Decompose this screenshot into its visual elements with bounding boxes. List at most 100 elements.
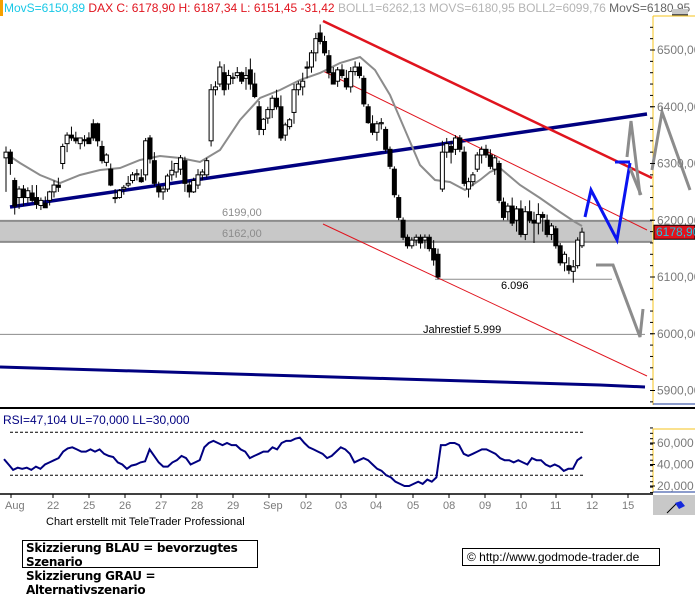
candle [295,81,301,96]
x-tick-label: 10 [515,500,527,512]
candle [204,157,210,178]
candle [47,190,53,206]
x-tick-label: 09 [479,500,491,512]
x-tick-label: 11 [550,500,561,512]
candle [457,135,463,153]
candle [151,152,157,187]
candle [356,62,362,79]
x-tick-label: 04 [370,500,382,512]
x-tick-label: 03 [335,500,347,512]
candle [130,172,136,184]
candle [7,149,13,175]
candle [304,61,310,79]
candle [173,163,179,178]
price-tick-label: 6400,00 [657,100,695,114]
candle [300,72,306,96]
price-chart: 6500,00 6400,00 6300,00 6200,00 6100,00 6000,… [0,15,695,512]
price-tick-label: 6300,00 [657,157,695,171]
candle [352,61,358,76]
candle [291,84,297,124]
candle [374,120,380,141]
rsi-panel: RSI=47,104 UL=70,000 LL=30,000 60,000 40,… [0,413,695,495]
resistance-zone [0,219,652,243]
candle [51,180,57,198]
candle [439,140,445,192]
candle [265,106,271,124]
zone-lower-label: 6162,00 [222,228,262,240]
candle [527,200,533,224]
zone-upper-label: 6199,00 [222,207,262,219]
candle [278,95,284,141]
candle [557,242,563,266]
candle [282,122,288,141]
candle [68,126,74,141]
candle [182,156,188,192]
candle [435,248,441,280]
scenario-grey-text: Skizzierung GRAU = Alternativszenario [26,569,156,597]
moving-average-line [4,55,583,227]
candle [492,154,498,175]
candle [239,71,245,85]
chart-credit: Chart erstellt mit TeleTrader Profession… [46,516,245,528]
x-tick-label: Sep [263,500,283,512]
x-tick-label: 05 [407,500,419,512]
rsi-line [3,436,583,487]
candle [566,257,572,275]
rsi-tick-label: 20,000 [657,479,694,493]
candle [535,203,541,235]
candle [221,64,227,96]
candle [121,185,127,195]
price-tick-label: 6500,00 [657,43,695,57]
candle [99,140,105,164]
candle [186,180,192,198]
x-axis: Aug 22 25 26 27 28 29 Sep 02 03 04 05 08 09 10 11 12 15 [5,494,634,512]
candle [82,135,88,147]
candle [226,69,232,90]
candle [212,81,218,96]
legend-marker [0,0,3,16]
candle [400,217,406,241]
candle [343,69,349,90]
candle [378,118,384,130]
candle [134,169,140,181]
candle [452,135,458,155]
candle [339,64,345,79]
candle [500,197,506,221]
candle [116,189,122,199]
candle [348,67,354,93]
chart-tool-button[interactable] [653,495,695,515]
candle [138,169,144,183]
candle [483,144,489,158]
candle [461,146,467,187]
copyright-link[interactable]: © http://www.godmode-trader.de [462,548,660,566]
candle [387,146,393,170]
x-tick-label: 29 [227,500,239,512]
candle [217,61,223,87]
scenario-legend: Skizzierung BLAU = bevorzugtes Szenario … [22,540,258,597]
candle [391,166,397,198]
x-tick-label: 28 [191,500,203,512]
x-tick-label: 15 [622,500,634,512]
candle [505,203,511,221]
candle [444,137,450,158]
candle [470,172,476,187]
x-tick-label: Aug [5,500,25,512]
candle [361,75,367,107]
candle [326,50,332,79]
candle [169,160,175,181]
candle [509,197,515,226]
candle [90,119,96,141]
candle [522,206,528,241]
price-tick-label: 6200,00 [657,213,695,227]
rsi-tick-label: 40,000 [657,458,694,472]
movs-short-label: MovS=6150,89 [4,1,86,15]
rsi-label: RSI=47,104 UL=70,000 LL=30,000 [3,413,190,427]
candle [474,152,480,173]
price-tick-label: 6000,00 [657,327,695,341]
window-control-icon[interactable] [672,9,688,16]
candle [60,143,66,170]
rsi-axis: 60,000 40,000 20,000 [650,427,694,493]
candlesticks [3,24,585,283]
candle [409,237,415,249]
candle [256,101,262,136]
